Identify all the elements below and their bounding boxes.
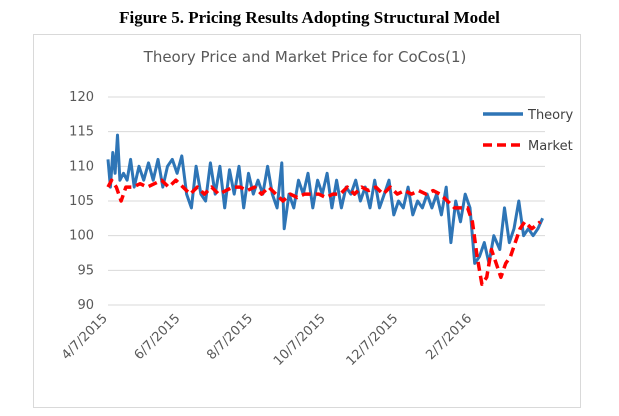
figure-title: Figure 5. Pricing Results Adopting Struc… bbox=[119, 8, 500, 27]
x-tick-label: 10/7/2015 bbox=[271, 311, 329, 369]
x-tick-label: 2/7/2016 bbox=[423, 311, 475, 363]
x-tick-label: 12/7/2015 bbox=[344, 311, 402, 369]
y-tick-label: 95 bbox=[77, 263, 94, 278]
y-tick-label: 105 bbox=[69, 194, 94, 209]
x-tick-label: 4/7/2015 bbox=[59, 311, 111, 363]
legend-label-theory: Theory bbox=[527, 108, 573, 123]
legend-label-market: Market bbox=[528, 139, 573, 154]
series-line-market bbox=[106, 178, 542, 286]
series-line-theory bbox=[106, 133, 544, 265]
chart-title: Theory Price and Market Price for CoCos(… bbox=[143, 48, 467, 66]
chart-container bbox=[33, 34, 581, 408]
series-group bbox=[106, 133, 544, 286]
gridlines bbox=[108, 96, 545, 306]
legend: Theory Market bbox=[483, 108, 573, 154]
y-tick-label: 100 bbox=[69, 229, 94, 244]
x-tick-label: 8/7/2015 bbox=[204, 311, 256, 363]
x-axis-ticks: 4/7/2015 6/7/2015 8/7/2015 10/7/2015 12/7/20… bbox=[59, 311, 475, 369]
x-tick-label: 6/7/2015 bbox=[132, 311, 184, 363]
y-tick-label: 115 bbox=[69, 125, 94, 140]
y-tick-label: 90 bbox=[77, 298, 94, 313]
y-tick-label: 110 bbox=[69, 159, 94, 174]
y-axis-ticks: 90 95 100 105 110 115 120 bbox=[69, 90, 94, 313]
y-tick-label: 120 bbox=[69, 90, 94, 105]
